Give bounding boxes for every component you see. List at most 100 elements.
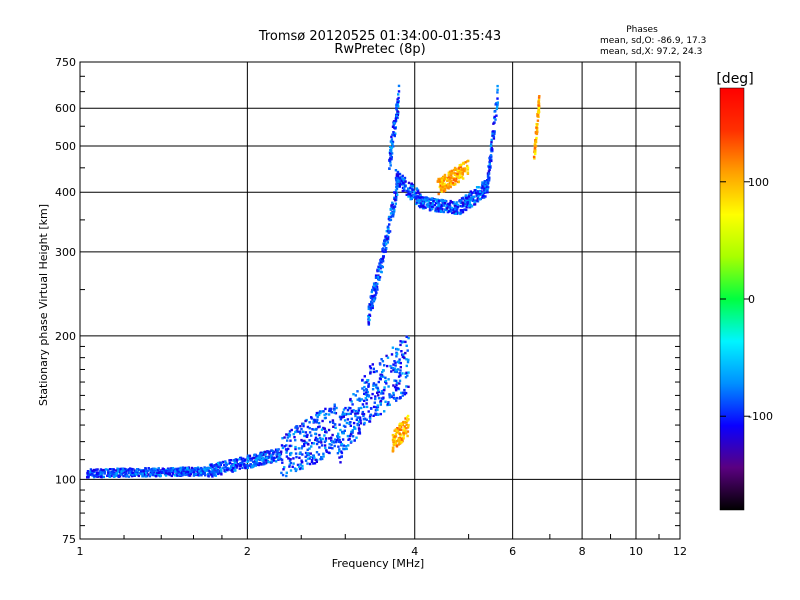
data-point <box>313 456 316 459</box>
colorbar-tick-label: 0 <box>748 293 755 306</box>
data-point <box>393 191 396 194</box>
data-point <box>398 436 401 440</box>
data-point <box>440 190 443 193</box>
data-point <box>358 416 362 419</box>
data-point <box>442 179 446 182</box>
data-point <box>464 161 467 164</box>
data-point <box>496 88 499 91</box>
data-point <box>317 440 320 444</box>
data-point <box>446 183 450 186</box>
data-point <box>281 461 284 464</box>
data-point <box>452 168 456 172</box>
data-point <box>389 212 393 215</box>
data-point <box>366 390 369 394</box>
data-point <box>448 203 451 206</box>
data-point <box>432 198 435 202</box>
data-point <box>495 114 498 117</box>
data-point <box>405 189 409 193</box>
data-point <box>312 442 316 445</box>
data-point <box>346 418 350 421</box>
data-point <box>234 463 237 467</box>
data-point <box>390 353 394 356</box>
data-point <box>223 469 226 473</box>
data-point <box>331 419 335 422</box>
data-point <box>110 470 114 474</box>
data-point <box>347 438 350 441</box>
data-point <box>206 472 210 476</box>
data-point <box>402 432 405 435</box>
data-point <box>167 469 171 472</box>
data-point <box>434 198 437 201</box>
data-point <box>535 136 538 140</box>
data-point <box>347 406 351 410</box>
data-point <box>333 408 336 411</box>
data-point <box>423 200 426 203</box>
stats-line-x: mean, sd,X: 97.2, 24.3 <box>600 47 702 57</box>
data-point <box>368 313 371 316</box>
data-point <box>393 360 396 363</box>
data-point <box>238 458 241 461</box>
data-point <box>396 98 399 101</box>
data-point <box>446 186 449 189</box>
data-point <box>349 424 352 427</box>
data-point <box>310 445 313 448</box>
data-point <box>224 466 227 469</box>
data-point <box>154 469 157 472</box>
data-point <box>382 392 385 395</box>
data-point <box>401 181 405 185</box>
data-point <box>465 206 468 209</box>
data-point <box>467 197 470 200</box>
data-point <box>246 466 249 470</box>
data-point <box>437 201 440 204</box>
data-point <box>372 298 376 301</box>
data-point <box>449 210 452 213</box>
data-point <box>154 475 158 478</box>
data-point <box>456 207 459 211</box>
data-point <box>324 446 327 450</box>
data-point <box>97 472 100 475</box>
data-point <box>492 137 496 140</box>
data-point <box>393 385 397 389</box>
data-point <box>382 375 385 378</box>
data-point <box>218 461 221 464</box>
data-point <box>356 398 359 401</box>
data-point <box>413 190 416 193</box>
data-point <box>384 376 387 379</box>
data-point <box>393 370 397 373</box>
data-point <box>470 198 473 201</box>
data-point <box>537 106 541 110</box>
data-point <box>393 435 396 439</box>
data-point <box>290 451 293 455</box>
data-point <box>392 391 395 395</box>
data-point <box>491 148 494 151</box>
data-point <box>325 450 329 453</box>
data-point <box>215 471 218 474</box>
data-point <box>225 463 228 466</box>
data-point <box>102 475 105 479</box>
data-point <box>481 181 484 184</box>
data-point <box>488 162 491 165</box>
data-point <box>249 457 252 460</box>
x-tick-label: 12 <box>673 545 687 558</box>
data-point <box>450 201 454 204</box>
data-point <box>365 405 369 409</box>
data-point <box>390 395 393 398</box>
data-point <box>315 460 318 463</box>
data-point <box>388 396 392 399</box>
data-point <box>460 209 463 212</box>
data-point <box>440 176 444 180</box>
data-point <box>397 361 401 364</box>
data-point <box>211 475 214 478</box>
data-point <box>177 467 180 470</box>
data-point <box>394 120 397 123</box>
data-point <box>473 189 476 192</box>
data-point <box>398 427 401 430</box>
data-point <box>484 191 487 194</box>
data-point <box>379 399 383 403</box>
data-point <box>341 430 344 434</box>
data-point <box>486 191 489 194</box>
data-point <box>438 203 441 206</box>
data-point <box>424 206 427 209</box>
data-point <box>376 387 380 390</box>
data-point <box>306 448 309 451</box>
